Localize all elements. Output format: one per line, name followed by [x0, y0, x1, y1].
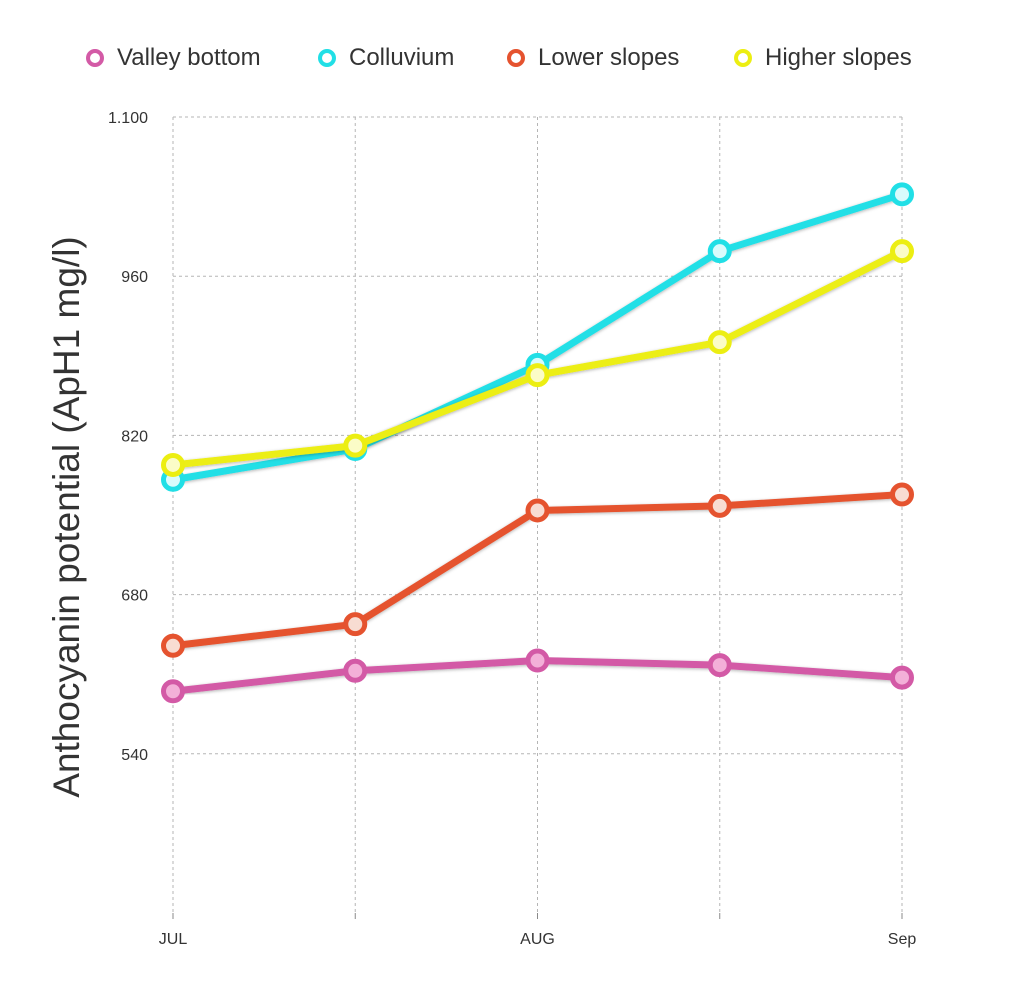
x-tick-label: Sep	[888, 931, 917, 948]
data-point-colluvium	[707, 239, 732, 264]
data-point-lower-slopes	[343, 612, 368, 637]
chart-legend: Valley bottom Colluvium Lower slopes Higher…	[0, 38, 1024, 78]
legend-item-colluvium: Colluvium	[317, 38, 454, 78]
data-point-higher-slopes	[525, 363, 550, 388]
data-point-valley-bottom	[890, 665, 914, 690]
data-point-colluvium	[890, 182, 914, 207]
legend-item-valley-bottom: Valley bottom	[85, 38, 261, 78]
data-point-valley-bottom	[525, 648, 550, 673]
x-tick-label: AUG	[520, 931, 555, 948]
legend-marker-icon	[86, 49, 104, 67]
data-point-higher-slopes	[707, 330, 732, 355]
data-point-higher-slopes	[343, 433, 368, 458]
legend-item-lower-slopes: Lower slopes	[506, 38, 679, 78]
data-point-higher-slopes	[890, 239, 914, 264]
x-tick-label: JUL	[159, 931, 188, 948]
legend-item-higher-slopes: Higher slopes	[733, 38, 912, 78]
y-tick-label: 540	[121, 747, 148, 764]
data-point-lower-slopes	[161, 633, 185, 658]
legend-marker-icon	[507, 49, 525, 67]
data-point-lower-slopes	[525, 498, 550, 523]
data-point-higher-slopes	[161, 452, 185, 477]
y-tick-label: 680	[121, 588, 148, 605]
y-tick-label: 960	[121, 269, 148, 286]
legend-marker-icon	[734, 49, 752, 67]
legend-label: Lower slopes	[538, 44, 680, 71]
data-point-valley-bottom	[343, 658, 368, 683]
data-point-lower-slopes	[890, 482, 914, 507]
legend-label: Valley bottom	[117, 44, 261, 71]
data-point-lower-slopes	[707, 493, 732, 518]
legend-label: Colluvium	[349, 44, 455, 71]
legend-marker-icon	[318, 49, 336, 67]
legend-label: Higher slopes	[765, 44, 912, 71]
y-tick-label: 820	[121, 428, 148, 445]
y-tick-label: 1.100	[108, 110, 148, 127]
data-point-valley-bottom	[161, 679, 185, 704]
data-point-valley-bottom	[707, 653, 732, 678]
